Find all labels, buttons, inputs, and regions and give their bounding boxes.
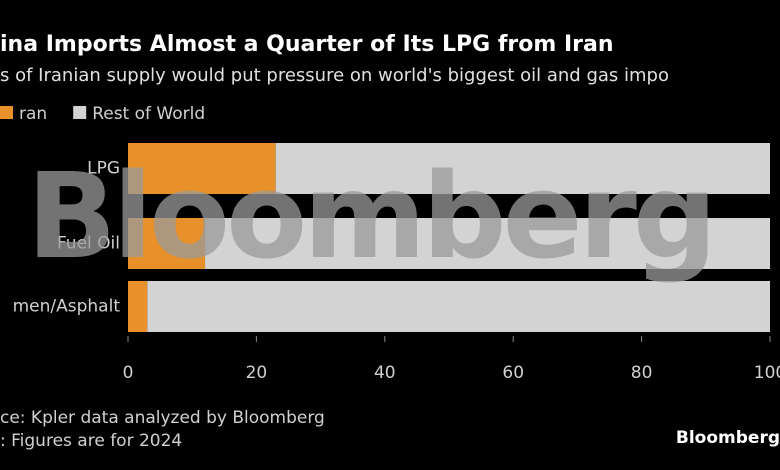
bar-segment (128, 218, 206, 269)
legend-label: ran (19, 104, 47, 124)
y-tick-label: LPG (87, 159, 120, 179)
x-tick-label: 100 (754, 363, 780, 383)
bar-segment (275, 143, 770, 194)
y-tick-label: men/Asphalt (13, 297, 121, 317)
x-tick-label: 80 (631, 363, 653, 383)
bar-segment (205, 218, 771, 269)
x-tick-label: 0 (123, 363, 134, 383)
chart-subtitle: s of Iranian supply would put pressure o… (0, 65, 669, 86)
y-tick-label: Fuel Oil (57, 234, 120, 254)
x-tick-label: 20 (246, 363, 268, 383)
bar-segment (147, 281, 770, 332)
footnote: : Figures are for 2024 (0, 431, 182, 451)
brand-logo: Bloomberg (676, 428, 780, 448)
bar-segment (128, 281, 148, 332)
legend-swatch (0, 106, 13, 119)
source-note: ce: Kpler data analyzed by Bloomberg (0, 408, 325, 428)
legend-swatch (73, 106, 87, 119)
legend-label: Rest of World (92, 104, 205, 124)
chart-title: ina Imports Almost a Quarter of Its LPG … (0, 32, 614, 57)
x-tick-label: 40 (374, 363, 396, 383)
bar-segment (128, 143, 276, 194)
x-tick-label: 60 (502, 363, 524, 383)
watermark: Bloomberg (27, 147, 714, 285)
